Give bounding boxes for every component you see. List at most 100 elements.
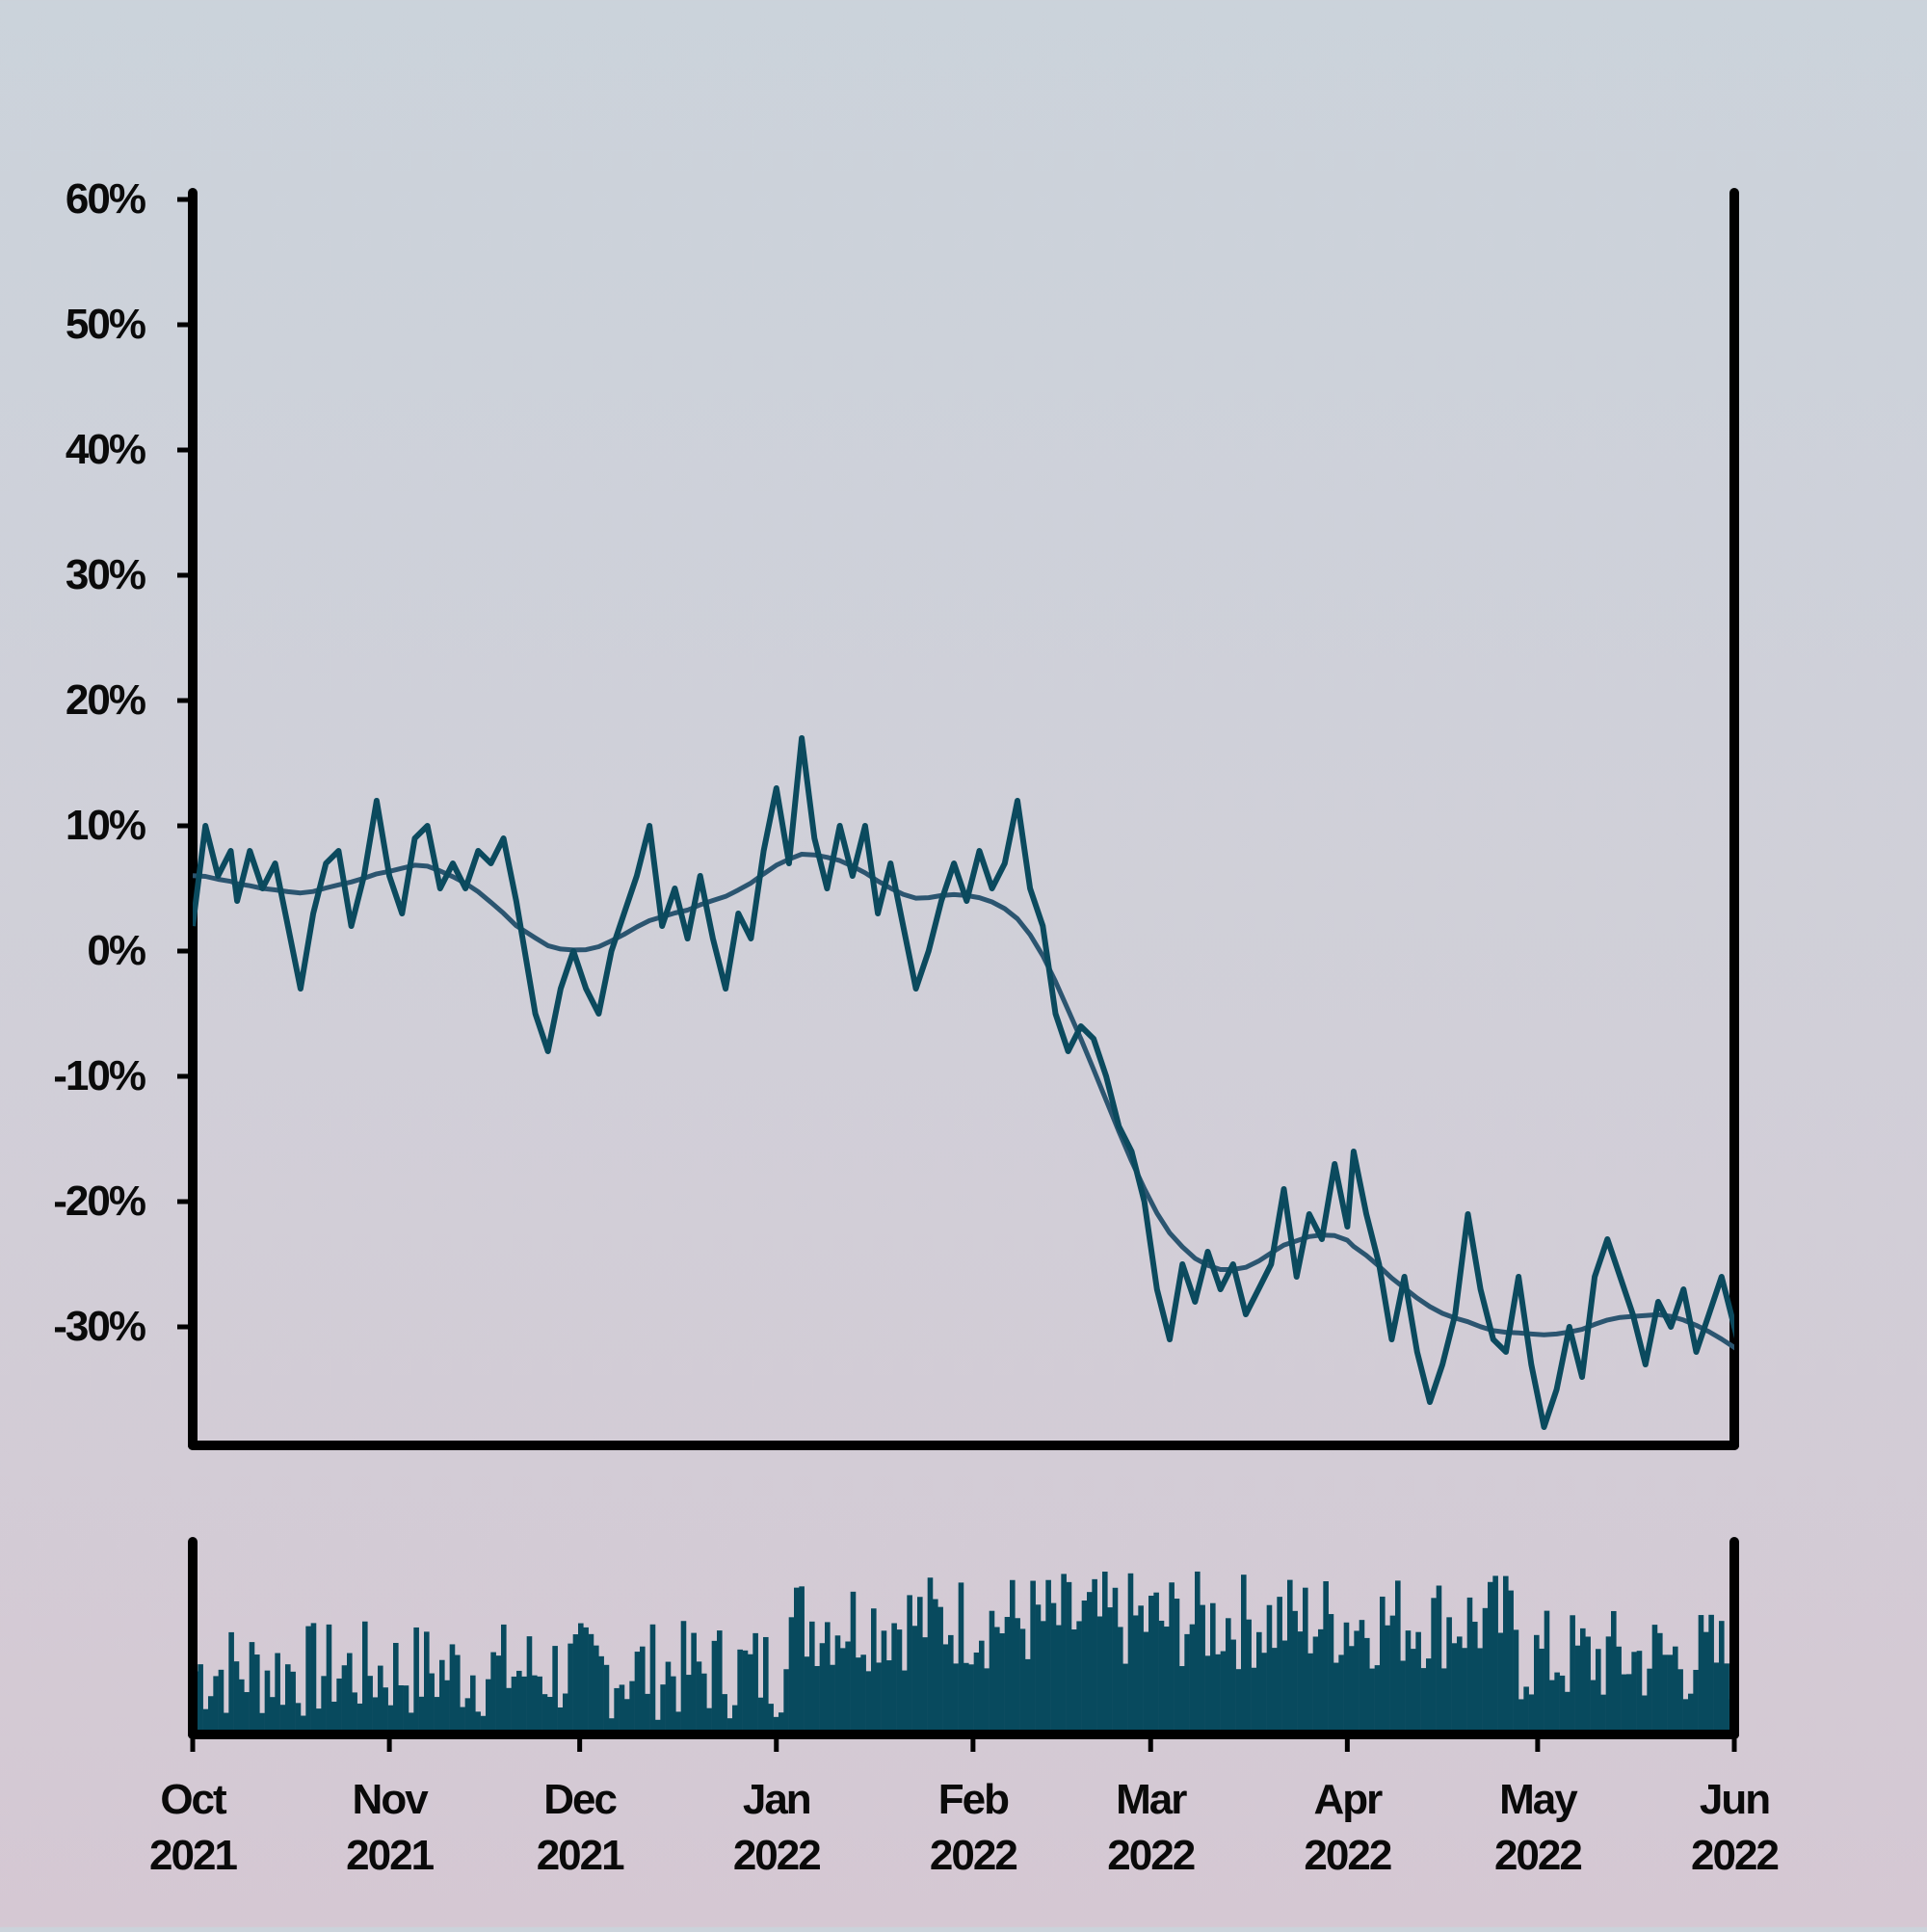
- volume-bar: [881, 1630, 887, 1734]
- volume-bar: [409, 1712, 414, 1734]
- volume-bar: [994, 1627, 1000, 1734]
- x-tick-label-year: 2022: [930, 1832, 1016, 1879]
- volume-bar: [999, 1633, 1005, 1734]
- volume-bar: [1035, 1604, 1042, 1734]
- volume-bar: [1374, 1665, 1381, 1734]
- volume-bar: [383, 1687, 388, 1734]
- volume-bar: [757, 1697, 764, 1734]
- volume-bar: [1574, 1645, 1581, 1734]
- volume-bar: [1441, 1668, 1447, 1734]
- volume-bar: [891, 1623, 897, 1734]
- volume-bar: [378, 1665, 383, 1734]
- volume-bar: [1061, 1574, 1067, 1734]
- volume-bar: [557, 1707, 564, 1734]
- volume-bar: [773, 1716, 779, 1734]
- volume-bar: [825, 1622, 831, 1734]
- volume-bar: [1411, 1649, 1416, 1734]
- x-tick-label-year: 2021: [149, 1832, 237, 1879]
- volume-bar: [1420, 1668, 1427, 1734]
- volume-bar: [619, 1684, 625, 1734]
- volume-bar: [1241, 1575, 1247, 1734]
- volume-bar: [270, 1697, 276, 1734]
- volume-bar: [511, 1676, 517, 1734]
- volume-bar: [629, 1681, 635, 1734]
- volume-bar: [213, 1676, 219, 1734]
- volume-bar: [552, 1646, 558, 1734]
- volume-bar: [1333, 1662, 1339, 1734]
- volume-bar: [979, 1640, 985, 1734]
- volume-bar: [541, 1694, 548, 1734]
- volume-bar: [876, 1662, 882, 1734]
- volume-bar: [717, 1630, 723, 1734]
- volume-bar: [1503, 1575, 1509, 1734]
- x-tick-label-month: May: [1499, 1776, 1578, 1823]
- volume-bar: [475, 1711, 481, 1734]
- volume-bar: [506, 1687, 512, 1734]
- volume-bar: [244, 1692, 250, 1734]
- volume-bar: [1266, 1604, 1273, 1734]
- volume-bar: [779, 1712, 784, 1734]
- volume-bar: [1488, 1581, 1493, 1734]
- volume-bar: [285, 1664, 291, 1734]
- volume-bar: [1343, 1622, 1350, 1734]
- volume-bar: [1585, 1636, 1591, 1734]
- volume-bar: [583, 1627, 589, 1734]
- y-tick-label: -20%: [53, 1178, 145, 1225]
- volume-bar: [1457, 1636, 1463, 1734]
- volume-bar: [1513, 1629, 1519, 1734]
- volume-bar: [1385, 1625, 1390, 1734]
- volume-bar: [1148, 1596, 1154, 1734]
- y-tick-label: -30%: [53, 1303, 145, 1350]
- volume-bar: [1580, 1628, 1586, 1734]
- volume-bar: [1323, 1581, 1329, 1734]
- volume-bar: [1642, 1695, 1648, 1734]
- volume-bar: [460, 1707, 465, 1734]
- x-tick-label-year: 2021: [346, 1832, 434, 1879]
- volume-bar: [598, 1655, 604, 1734]
- volume-bar: [1071, 1629, 1077, 1734]
- volume-bar: [675, 1711, 681, 1734]
- volume-bar: [1133, 1615, 1139, 1734]
- volume-bar: [722, 1694, 727, 1734]
- volume-bar: [1328, 1614, 1334, 1734]
- volume-bar: [1215, 1654, 1221, 1734]
- x-tick-label-year: 2022: [733, 1832, 820, 1879]
- volume-bar: [418, 1696, 425, 1734]
- volume-bar: [1041, 1621, 1046, 1734]
- volume-bar: [1559, 1675, 1566, 1734]
- volume-bar: [486, 1679, 491, 1734]
- volume-bar: [1544, 1610, 1550, 1734]
- volume-bar: [640, 1646, 646, 1734]
- volume-bar: [495, 1655, 502, 1734]
- volume-bar: [1651, 1625, 1658, 1734]
- volume-bar: [850, 1591, 857, 1734]
- volume-bar: [1364, 1637, 1370, 1734]
- volume-bar: [1508, 1590, 1514, 1734]
- x-tick-label-month: Dec: [543, 1776, 617, 1823]
- x-tick-label-year: 2022: [1494, 1832, 1581, 1879]
- volume-bar: [1518, 1699, 1524, 1734]
- series-line: [193, 735, 1734, 1430]
- volume-bar: [1682, 1699, 1689, 1734]
- volume-bar: [228, 1631, 234, 1734]
- volume-bar: [1539, 1648, 1544, 1734]
- volume-bar: [1174, 1599, 1180, 1734]
- x-tick-label-month: Jan: [743, 1776, 810, 1823]
- volume-bar: [233, 1661, 240, 1734]
- volume-bar: [341, 1665, 348, 1734]
- volume-bar: [1087, 1592, 1093, 1734]
- volume-bar: [1426, 1658, 1432, 1734]
- volume-bar: [290, 1671, 296, 1734]
- volume-bar: [372, 1697, 379, 1734]
- volume-bar: [634, 1652, 641, 1734]
- volume-bar: [1451, 1643, 1458, 1734]
- volume-bar: [1497, 1632, 1504, 1734]
- volume-bar: [1226, 1618, 1231, 1734]
- volume-bar: [1179, 1666, 1185, 1734]
- volume-bar: [1415, 1631, 1421, 1734]
- volume-bar: [264, 1670, 271, 1734]
- volume-bar: [1667, 1654, 1674, 1734]
- volume-bar: [1596, 1649, 1601, 1734]
- volume-bar: [202, 1708, 209, 1734]
- volume-bar: [809, 1621, 815, 1734]
